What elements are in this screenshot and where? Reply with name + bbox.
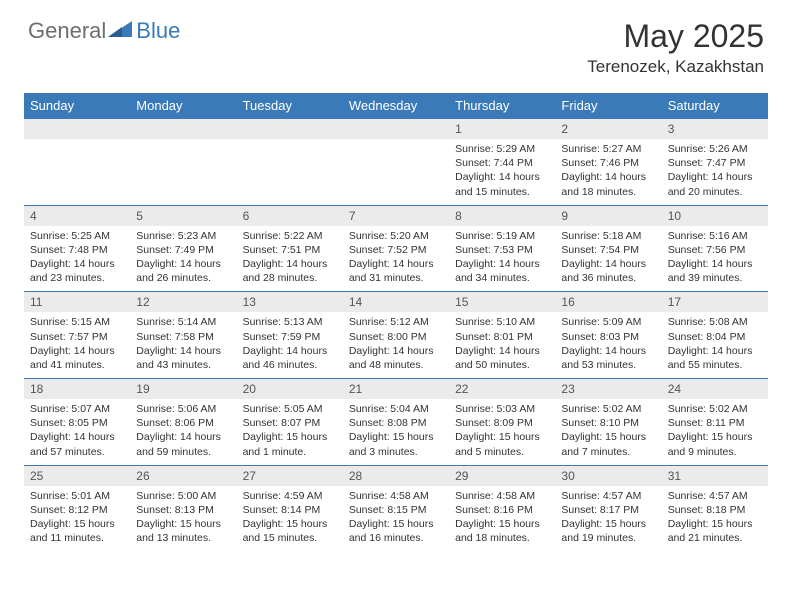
day-number-cell: 24	[662, 379, 768, 400]
weekday-header: Thursday	[449, 93, 555, 119]
day-detail-cell: Sunrise: 5:27 AMSunset: 7:46 PMDaylight:…	[555, 139, 661, 205]
day-detail-row: Sunrise: 5:07 AMSunset: 8:05 PMDaylight:…	[24, 399, 768, 465]
day-number-cell: 8	[449, 205, 555, 226]
day-number-cell: 2	[555, 119, 661, 140]
day-detail-row: Sunrise: 5:01 AMSunset: 8:12 PMDaylight:…	[24, 486, 768, 552]
day-detail-row: Sunrise: 5:25 AMSunset: 7:48 PMDaylight:…	[24, 226, 768, 292]
day-number-cell: 15	[449, 292, 555, 313]
day-number-row: 18192021222324	[24, 379, 768, 400]
weekday-header: Saturday	[662, 93, 768, 119]
day-number-cell: 5	[130, 205, 236, 226]
day-detail-cell: Sunrise: 5:02 AMSunset: 8:10 PMDaylight:…	[555, 399, 661, 465]
weekday-header-row: Sunday Monday Tuesday Wednesday Thursday…	[24, 93, 768, 119]
day-detail-cell: Sunrise: 5:04 AMSunset: 8:08 PMDaylight:…	[343, 399, 449, 465]
day-detail-cell: Sunrise: 5:13 AMSunset: 7:59 PMDaylight:…	[237, 312, 343, 378]
day-detail-cell: Sunrise: 5:02 AMSunset: 8:11 PMDaylight:…	[662, 399, 768, 465]
day-number-cell: 17	[662, 292, 768, 313]
day-number-row: 11121314151617	[24, 292, 768, 313]
day-number-cell: 23	[555, 379, 661, 400]
day-number-cell: 27	[237, 465, 343, 486]
day-number-cell: 10	[662, 205, 768, 226]
header: General Blue May 2025 Terenozek, Kazakhs…	[0, 0, 792, 85]
day-detail-cell: Sunrise: 5:01 AMSunset: 8:12 PMDaylight:…	[24, 486, 130, 552]
day-number-row: 123	[24, 119, 768, 140]
day-number-cell: 25	[24, 465, 130, 486]
day-number-cell: 31	[662, 465, 768, 486]
day-number-cell: 29	[449, 465, 555, 486]
day-number-row: 25262728293031	[24, 465, 768, 486]
day-detail-cell: Sunrise: 4:57 AMSunset: 8:17 PMDaylight:…	[555, 486, 661, 552]
day-detail-cell: Sunrise: 5:23 AMSunset: 7:49 PMDaylight:…	[130, 226, 236, 292]
day-number-cell: 16	[555, 292, 661, 313]
day-detail-cell: Sunrise: 5:14 AMSunset: 7:58 PMDaylight:…	[130, 312, 236, 378]
day-detail-cell: Sunrise: 5:25 AMSunset: 7:48 PMDaylight:…	[24, 226, 130, 292]
day-detail-cell: Sunrise: 5:22 AMSunset: 7:51 PMDaylight:…	[237, 226, 343, 292]
day-detail-row: Sunrise: 5:15 AMSunset: 7:57 PMDaylight:…	[24, 312, 768, 378]
day-number-cell: 20	[237, 379, 343, 400]
brand-text-general: General	[28, 18, 106, 44]
weekday-header: Monday	[130, 93, 236, 119]
day-detail-cell: Sunrise: 5:05 AMSunset: 8:07 PMDaylight:…	[237, 399, 343, 465]
day-detail-cell: Sunrise: 4:59 AMSunset: 8:14 PMDaylight:…	[237, 486, 343, 552]
day-number-cell: 26	[130, 465, 236, 486]
weekday-header: Tuesday	[237, 93, 343, 119]
day-number-cell: 18	[24, 379, 130, 400]
day-detail-cell: Sunrise: 5:09 AMSunset: 8:03 PMDaylight:…	[555, 312, 661, 378]
day-number-cell: 21	[343, 379, 449, 400]
day-number-cell: 28	[343, 465, 449, 486]
day-detail-cell: Sunrise: 4:58 AMSunset: 8:16 PMDaylight:…	[449, 486, 555, 552]
day-detail-cell: Sunrise: 5:15 AMSunset: 7:57 PMDaylight:…	[24, 312, 130, 378]
day-number-cell: 3	[662, 119, 768, 140]
day-number-cell: 13	[237, 292, 343, 313]
day-number-cell	[237, 119, 343, 140]
day-detail-cell: Sunrise: 5:03 AMSunset: 8:09 PMDaylight:…	[449, 399, 555, 465]
day-detail-cell: Sunrise: 5:07 AMSunset: 8:05 PMDaylight:…	[24, 399, 130, 465]
location-label: Terenozek, Kazakhstan	[587, 57, 764, 77]
day-detail-cell: Sunrise: 4:58 AMSunset: 8:15 PMDaylight:…	[343, 486, 449, 552]
day-detail-cell: Sunrise: 5:26 AMSunset: 7:47 PMDaylight:…	[662, 139, 768, 205]
weekday-header: Wednesday	[343, 93, 449, 119]
day-number-cell: 30	[555, 465, 661, 486]
day-detail-cell: Sunrise: 5:12 AMSunset: 8:00 PMDaylight:…	[343, 312, 449, 378]
day-detail-cell: Sunrise: 5:29 AMSunset: 7:44 PMDaylight:…	[449, 139, 555, 205]
day-detail-cell	[237, 139, 343, 205]
day-detail-cell: Sunrise: 5:10 AMSunset: 8:01 PMDaylight:…	[449, 312, 555, 378]
day-number-cell: 12	[130, 292, 236, 313]
weekday-header: Sunday	[24, 93, 130, 119]
day-number-cell: 1	[449, 119, 555, 140]
day-number-cell: 11	[24, 292, 130, 313]
day-detail-row: Sunrise: 5:29 AMSunset: 7:44 PMDaylight:…	[24, 139, 768, 205]
month-title: May 2025	[587, 18, 764, 55]
day-number-cell	[343, 119, 449, 140]
day-detail-cell: Sunrise: 5:19 AMSunset: 7:53 PMDaylight:…	[449, 226, 555, 292]
day-number-cell: 14	[343, 292, 449, 313]
calendar-table: Sunday Monday Tuesday Wednesday Thursday…	[24, 93, 768, 551]
day-detail-cell: Sunrise: 5:08 AMSunset: 8:04 PMDaylight:…	[662, 312, 768, 378]
weekday-header: Friday	[555, 93, 661, 119]
day-detail-cell: Sunrise: 5:18 AMSunset: 7:54 PMDaylight:…	[555, 226, 661, 292]
day-detail-cell	[130, 139, 236, 205]
day-number-cell	[24, 119, 130, 140]
day-number-cell: 4	[24, 205, 130, 226]
title-block: May 2025 Terenozek, Kazakhstan	[587, 18, 764, 77]
day-number-cell	[130, 119, 236, 140]
day-detail-cell: Sunrise: 4:57 AMSunset: 8:18 PMDaylight:…	[662, 486, 768, 552]
brand-logo: General Blue	[28, 18, 180, 44]
day-detail-cell	[343, 139, 449, 205]
day-detail-cell: Sunrise: 5:00 AMSunset: 8:13 PMDaylight:…	[130, 486, 236, 552]
day-detail-cell	[24, 139, 130, 205]
brand-text-blue: Blue	[136, 18, 180, 44]
day-number-cell: 7	[343, 205, 449, 226]
day-detail-cell: Sunrise: 5:16 AMSunset: 7:56 PMDaylight:…	[662, 226, 768, 292]
day-detail-cell: Sunrise: 5:06 AMSunset: 8:06 PMDaylight:…	[130, 399, 236, 465]
day-number-cell: 9	[555, 205, 661, 226]
day-detail-cell: Sunrise: 5:20 AMSunset: 7:52 PMDaylight:…	[343, 226, 449, 292]
day-number-cell: 22	[449, 379, 555, 400]
brand-triangle-icon	[108, 19, 134, 44]
day-number-cell: 19	[130, 379, 236, 400]
day-number-cell: 6	[237, 205, 343, 226]
day-number-row: 45678910	[24, 205, 768, 226]
